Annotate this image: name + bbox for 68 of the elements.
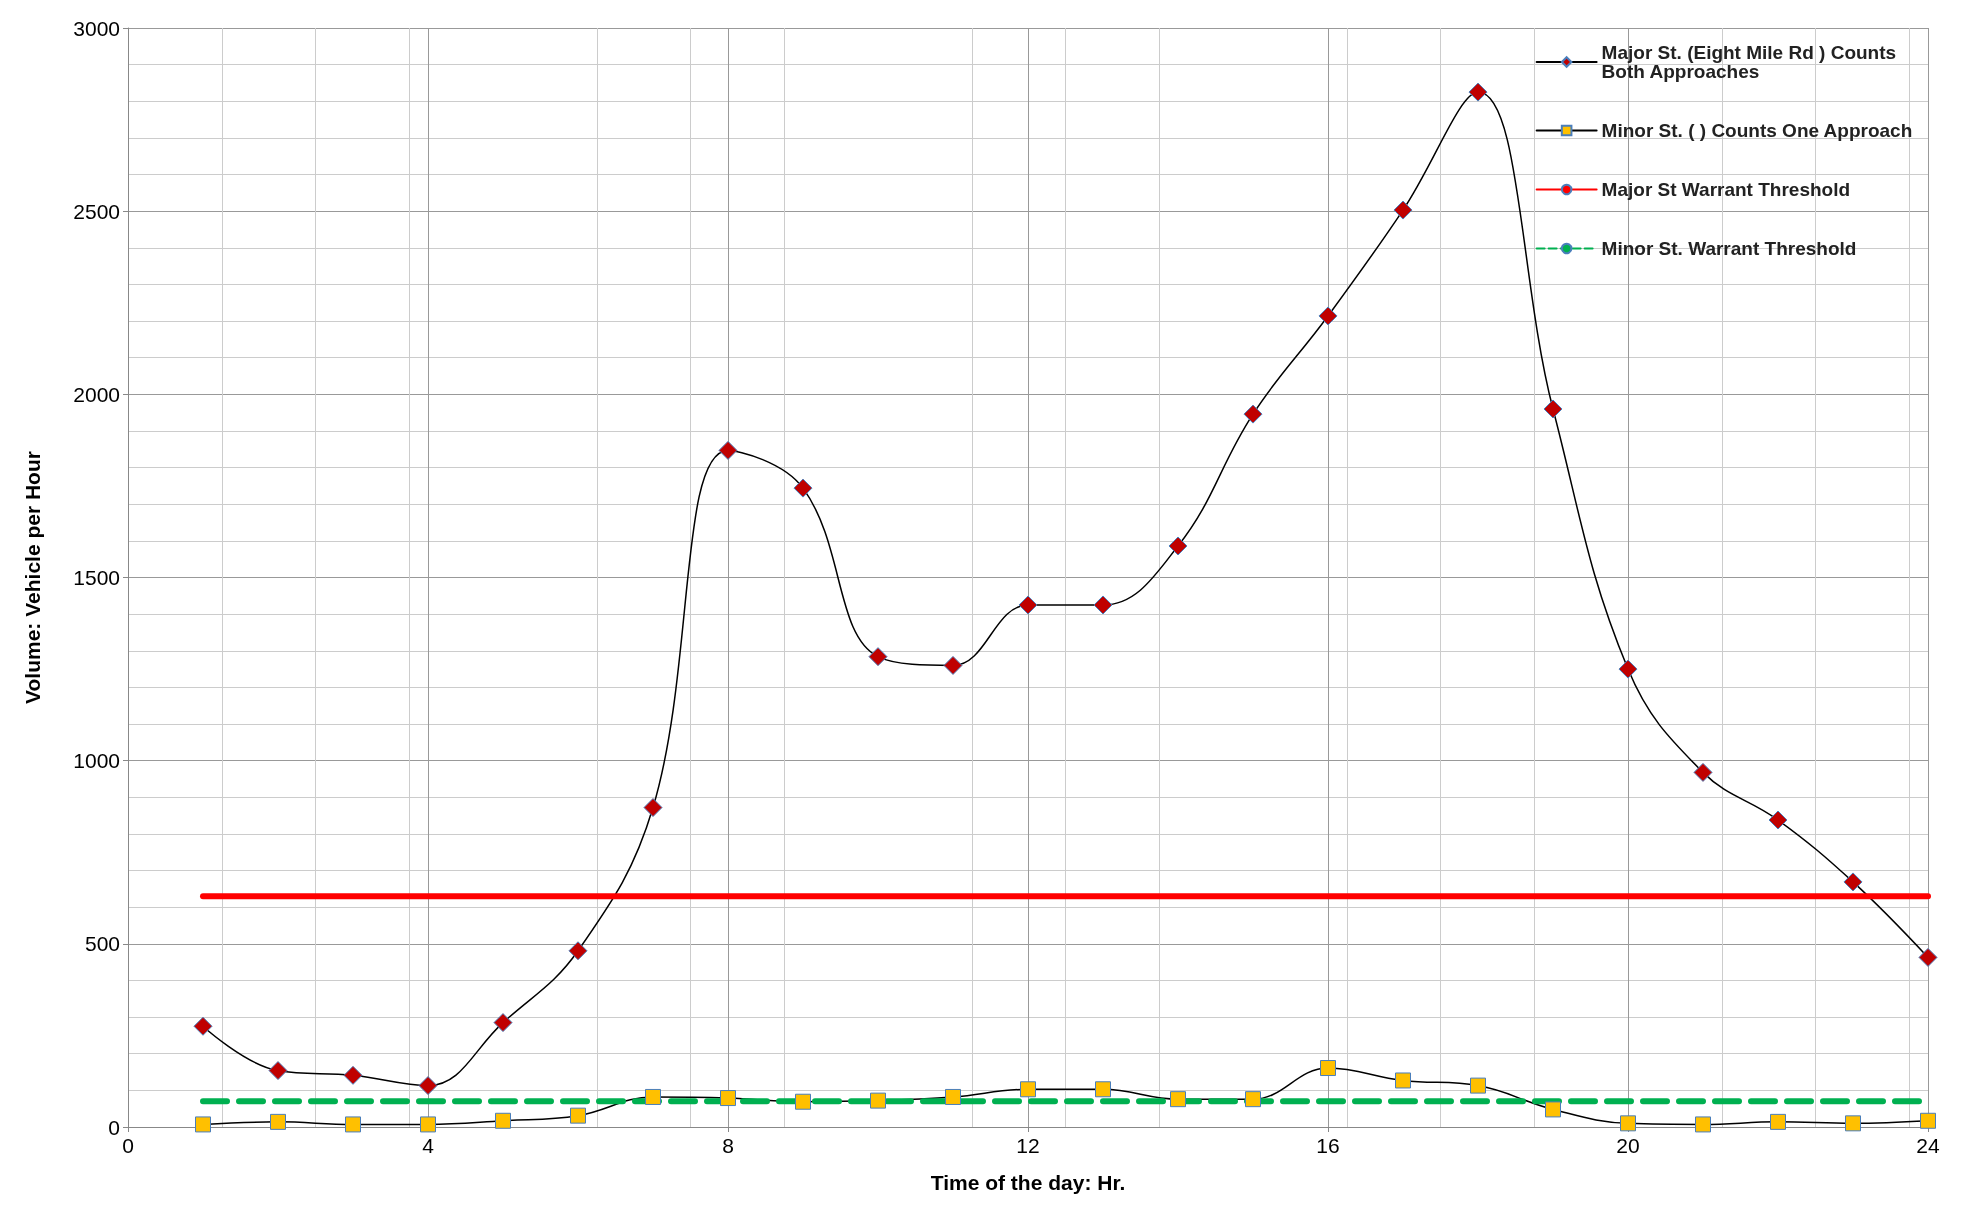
point <box>1693 762 1713 782</box>
y-axis-title: Volume: Vehicle per Hour <box>21 451 44 704</box>
x-tick-label: 4 <box>422 1134 435 1157</box>
point <box>1320 1060 1336 1077</box>
point <box>1170 1091 1186 1108</box>
point <box>1468 82 1488 102</box>
point <box>1168 536 1188 556</box>
point <box>1018 595 1038 615</box>
point <box>1543 399 1563 419</box>
legend-label: Major St Warrant Threshold <box>1601 179 1851 200</box>
point <box>270 1113 286 1130</box>
point <box>1393 200 1413 220</box>
point <box>195 1116 211 1133</box>
point <box>1318 306 1338 326</box>
point <box>1845 1115 1861 1132</box>
legend-label: Major St. (Eight Mile Rd ) Counts Both Approaches <box>1601 42 1902 82</box>
point <box>1243 404 1263 424</box>
x-tick-label: 12 <box>1016 1134 1040 1157</box>
y-tick-label: 500 <box>84 932 120 956</box>
point <box>495 1112 511 1129</box>
point <box>1395 1072 1411 1089</box>
point <box>1695 1116 1711 1133</box>
point <box>418 1076 438 1096</box>
x-axis-title: Time of the day: Hr. <box>930 1171 1126 1194</box>
legend-label: Minor St. ( ) Counts One Approach <box>1601 120 1913 141</box>
point <box>1545 1101 1561 1118</box>
point <box>1095 1081 1111 1098</box>
point <box>1770 1113 1786 1130</box>
x-tick-label: 20 <box>1616 1134 1640 1157</box>
x-tick-label: 24 <box>1916 1134 1940 1157</box>
point <box>570 1107 586 1124</box>
point <box>1470 1077 1486 1094</box>
y-tick-label: 1000 <box>73 749 120 773</box>
x-tick-label: 0 <box>122 1134 134 1157</box>
point <box>943 655 963 675</box>
legend-label: Minor St. Warrant Threshold <box>1601 238 1857 259</box>
point <box>1843 872 1863 892</box>
y-tick-label: 2500 <box>73 199 120 223</box>
point <box>1920 1112 1936 1129</box>
point <box>793 478 813 498</box>
y-tick-label: 1500 <box>73 566 120 589</box>
point <box>420 1116 436 1133</box>
point <box>718 440 738 460</box>
point <box>1768 810 1788 830</box>
point <box>1020 1081 1036 1098</box>
point <box>268 1061 288 1081</box>
point <box>343 1065 363 1085</box>
x-tick-label: 16 <box>1316 1134 1340 1157</box>
y-tick-label: 3000 <box>73 16 120 40</box>
point <box>1918 947 1938 967</box>
point <box>868 647 888 667</box>
point <box>870 1092 886 1109</box>
point <box>193 1016 213 1036</box>
point <box>568 941 588 961</box>
y-tick-label: 0 <box>108 1115 120 1139</box>
y-tick-label: 2000 <box>73 382 120 406</box>
point <box>795 1093 811 1110</box>
point <box>1093 595 1113 615</box>
point <box>720 1090 736 1107</box>
point <box>1618 659 1638 679</box>
point <box>345 1116 361 1133</box>
point <box>945 1088 961 1105</box>
point <box>645 1088 661 1105</box>
point <box>493 1013 513 1033</box>
point <box>1245 1091 1261 1108</box>
x-tick-label: 8 <box>722 1134 734 1157</box>
point <box>643 798 663 818</box>
point <box>1620 1115 1636 1132</box>
